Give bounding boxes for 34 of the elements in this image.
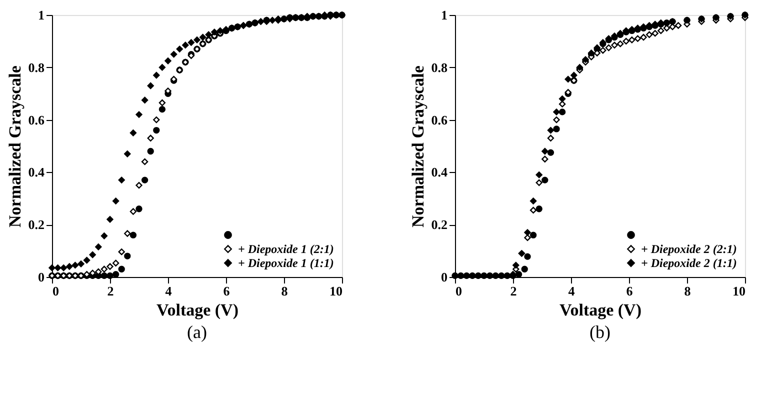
x-tick-label: 8: [281, 284, 288, 298]
y-tick-label: 0: [441, 270, 448, 284]
x-tick-label: 0: [456, 284, 462, 298]
y-tick-label: 0.6: [431, 112, 448, 128]
y-tick-label: 1: [38, 8, 44, 22]
y-tick-label: 0.2: [431, 217, 448, 232]
y-tick-label: 0.2: [28, 217, 44, 232]
y-tick-label: 1: [441, 8, 448, 22]
y-tick-label: 0.8: [28, 60, 45, 75]
x-tick-label: 0: [52, 284, 59, 298]
y-tick-label: 0.8: [431, 60, 448, 75]
legend-label: + Diepoxide 1 (1:1): [238, 256, 334, 270]
y-tick-label: 0.4: [431, 164, 448, 180]
x-tick-label: 10: [330, 284, 342, 298]
x-tick-label: 4: [568, 284, 576, 298]
x-tick-label: 2: [107, 284, 114, 298]
x-tick-label: 10: [732, 284, 746, 298]
x-axis-title: Voltage (V): [560, 300, 642, 320]
text: (b): [590, 322, 610, 342]
x-tick-label: 8: [684, 284, 692, 298]
x-tick-label: 4: [165, 284, 172, 298]
y-tick-label: 0.4: [28, 164, 45, 180]
y-axis-title: Normalized Grayscale: [408, 65, 428, 228]
legend-label: + Diepoxide 2 (2:1): [641, 242, 737, 256]
x-tick-label: 6: [223, 284, 230, 298]
y-tick-label: 0.6: [28, 112, 45, 128]
y-tick-label: 0: [38, 270, 44, 284]
text: (a): [187, 322, 207, 342]
y-axis-title: Normalized Grayscale: [5, 65, 24, 228]
x-axis-title: Voltage (V): [156, 300, 238, 320]
x-tick-label: 6: [626, 284, 634, 298]
x-tick-label: 2: [510, 284, 517, 298]
legend-label: + Diepoxide 2 (1:1): [641, 256, 737, 270]
legend-label: + Diepoxide 1 (2:1): [238, 242, 334, 256]
